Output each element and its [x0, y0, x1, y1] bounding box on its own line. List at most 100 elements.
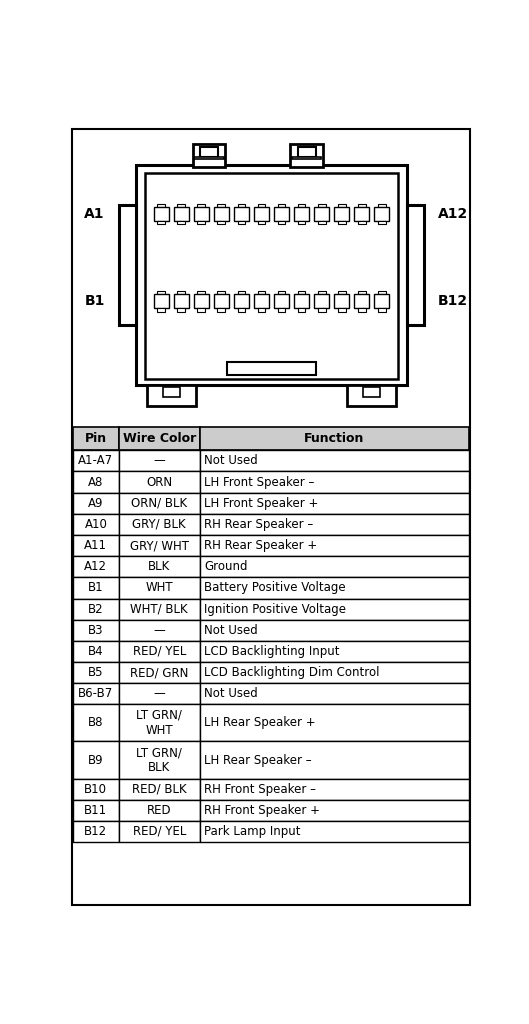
Bar	[197, 308, 205, 311]
Text: ORN: ORN	[146, 475, 172, 488]
Bar	[73, 683, 118, 705]
Bar	[338, 291, 345, 294]
Text: B9: B9	[88, 754, 104, 767]
Bar	[193, 143, 225, 167]
Bar	[118, 641, 200, 663]
Bar	[200, 578, 469, 599]
Bar	[136, 165, 407, 385]
Bar	[294, 294, 309, 308]
Bar	[298, 291, 305, 294]
Bar	[200, 800, 469, 821]
Text: B3: B3	[88, 624, 104, 637]
Text: A12: A12	[438, 207, 468, 221]
Text: RED/ GRN: RED/ GRN	[130, 667, 188, 679]
Text: A8: A8	[88, 475, 104, 488]
Bar	[290, 143, 323, 167]
Text: B12: B12	[438, 294, 468, 308]
Bar	[278, 204, 286, 207]
Bar	[200, 427, 469, 451]
Bar	[275, 207, 289, 221]
Bar	[358, 291, 366, 294]
Text: GRY/ WHT: GRY/ WHT	[130, 539, 189, 552]
Bar	[73, 821, 118, 842]
Bar	[278, 291, 286, 294]
Text: LH Rear Speaker +: LH Rear Speaker +	[205, 717, 316, 729]
Bar	[73, 641, 118, 663]
Bar	[317, 221, 325, 224]
Text: LH Rear Speaker –: LH Rear Speaker –	[205, 754, 312, 767]
Text: —: —	[153, 624, 165, 637]
Text: WHT: WHT	[145, 582, 173, 595]
Bar	[73, 663, 118, 683]
Text: LH Front Speaker +: LH Front Speaker +	[205, 497, 319, 510]
Text: Ignition Positive Voltage: Ignition Positive Voltage	[205, 603, 346, 615]
Text: B12: B12	[84, 825, 107, 838]
Text: BLK: BLK	[148, 560, 170, 573]
Bar	[118, 427, 200, 451]
Text: RED/ YEL: RED/ YEL	[133, 825, 186, 838]
Text: A11: A11	[84, 539, 107, 552]
Bar	[200, 620, 469, 641]
Bar	[200, 514, 469, 535]
Text: LCD Backlighting Input: LCD Backlighting Input	[205, 645, 340, 658]
Bar	[118, 471, 200, 493]
Bar	[194, 207, 208, 221]
Bar	[73, 493, 118, 514]
Text: B1: B1	[85, 294, 105, 308]
Bar	[158, 308, 166, 311]
Text: RED/ BLK: RED/ BLK	[132, 782, 187, 796]
Bar	[278, 308, 286, 311]
Bar	[73, 471, 118, 493]
Bar	[292, 157, 322, 159]
Bar	[338, 221, 345, 224]
Bar	[358, 221, 366, 224]
Bar	[118, 663, 200, 683]
Bar	[118, 451, 200, 471]
Text: GRY/ BLK: GRY/ BLK	[132, 518, 186, 530]
Bar	[254, 294, 269, 308]
Text: Park Lamp Input: Park Lamp Input	[205, 825, 301, 838]
Text: LT GRN/
BLK: LT GRN/ BLK	[136, 746, 182, 774]
Bar	[217, 221, 225, 224]
Bar	[200, 705, 469, 741]
Bar	[200, 146, 218, 157]
Bar	[238, 221, 245, 224]
Text: Ground: Ground	[205, 560, 248, 573]
Text: RH Front Speaker +: RH Front Speaker +	[205, 804, 321, 817]
Bar	[217, 308, 225, 311]
Bar	[118, 535, 200, 556]
Bar	[338, 204, 345, 207]
Bar	[158, 221, 166, 224]
Bar	[118, 599, 200, 620]
Bar	[200, 641, 469, 663]
Bar	[217, 204, 225, 207]
Text: B10: B10	[84, 782, 107, 796]
Bar	[200, 599, 469, 620]
Bar	[238, 308, 245, 311]
Bar	[154, 207, 169, 221]
Text: LCD Backlighting Dim Control: LCD Backlighting Dim Control	[205, 667, 380, 679]
Bar	[145, 173, 398, 379]
Text: B6-B7: B6-B7	[78, 687, 114, 700]
Bar	[73, 705, 118, 741]
Bar	[214, 207, 229, 221]
Bar	[194, 157, 224, 159]
Text: —: —	[153, 455, 165, 467]
Text: A12: A12	[84, 560, 107, 573]
Text: B1: B1	[88, 582, 104, 595]
Bar	[275, 294, 289, 308]
Text: RED/ YEL: RED/ YEL	[133, 645, 186, 658]
Bar	[200, 556, 469, 578]
Bar	[197, 204, 205, 207]
Bar	[73, 427, 118, 451]
Bar	[234, 294, 249, 308]
Text: Battery Positive Voltage: Battery Positive Voltage	[205, 582, 346, 595]
Bar	[194, 294, 208, 308]
Bar	[118, 705, 200, 741]
Text: A1-A7: A1-A7	[78, 455, 113, 467]
Bar	[118, 821, 200, 842]
Bar	[375, 207, 389, 221]
Text: Not Used: Not Used	[205, 624, 258, 637]
Bar	[147, 385, 196, 407]
Bar	[118, 514, 200, 535]
